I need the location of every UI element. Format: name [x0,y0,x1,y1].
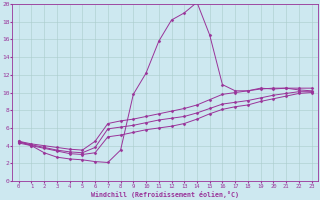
X-axis label: Windchill (Refroidissement éolien,°C): Windchill (Refroidissement éolien,°C) [91,191,239,198]
